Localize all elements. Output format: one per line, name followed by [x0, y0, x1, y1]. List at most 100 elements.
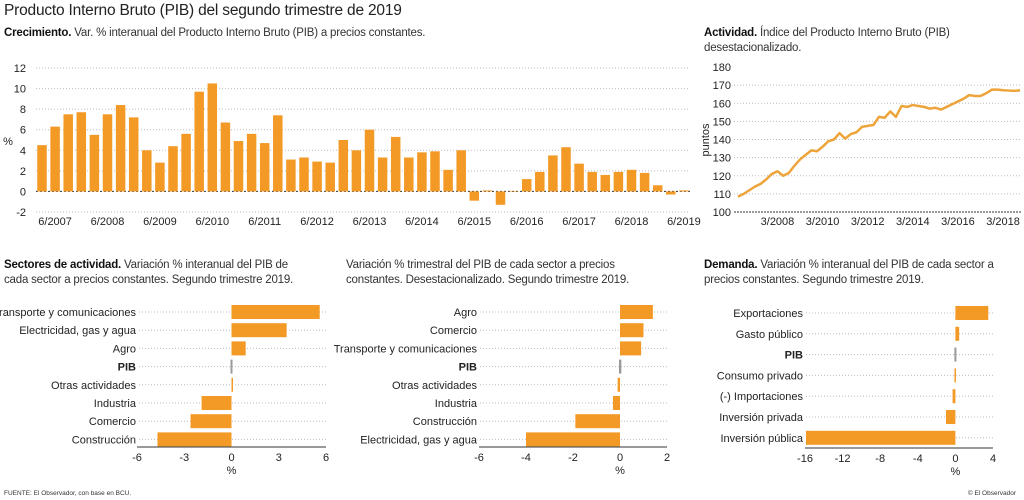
bar [286, 159, 296, 192]
x-tick-label: 6/2015 [457, 216, 491, 228]
bar [666, 191, 676, 195]
x-tick-label: 6/2016 [510, 216, 544, 228]
index-line [737, 88, 1021, 198]
bar [587, 171, 597, 192]
y-tick-label: 12 [14, 63, 26, 75]
x-tick-label: 6/2010 [195, 216, 229, 228]
category-label: Otras actividades [51, 380, 136, 392]
category-label: Electricidad, gas y agua [360, 434, 478, 446]
y-tick-label: 160 [713, 98, 731, 110]
source-note: FUENTE: El Observador, con base en BCU. [4, 490, 132, 497]
category-label: PIB [459, 362, 477, 374]
bar [805, 430, 956, 445]
bar [390, 136, 401, 192]
bar [207, 83, 218, 192]
category-label: Gasto público [736, 329, 803, 341]
bar [955, 326, 960, 341]
bar [946, 410, 956, 424]
y-tick-label: 110 [713, 189, 731, 201]
y-tick-label: 0 [20, 186, 26, 198]
y-tick-label: 170 [713, 80, 731, 92]
x-tick-label: 0 [617, 452, 623, 464]
category-label: Inversión privada [719, 412, 804, 424]
y-tick-label: 100 [713, 207, 731, 219]
bar [548, 155, 558, 192]
x-tick-label: 0 [952, 453, 958, 465]
x-tick-label: 4 [990, 453, 996, 465]
y-tick-label: 130 [713, 153, 731, 165]
y-tick-label: 2 [20, 166, 26, 178]
x-tick-label: 6/2007 [38, 216, 72, 228]
x-tick-label: -4 [913, 453, 923, 465]
x-tick-label: 6/2017 [562, 216, 596, 228]
bar [469, 191, 480, 201]
x-tick-label: 6 [323, 452, 329, 464]
x-tick-label: 6/2011 [248, 216, 281, 228]
sectors-subtitle: Sectores de actividad. Variación % inter… [4, 258, 314, 288]
bar [521, 179, 532, 192]
x-tick-label: 3/2016 [941, 216, 975, 228]
x-tick-label: -8 [875, 453, 885, 465]
bar [231, 305, 320, 319]
x-tick-label: 6/2013 [353, 216, 387, 228]
category-label: (-) Importaciones [720, 391, 804, 403]
bar [619, 359, 622, 374]
bar [231, 341, 246, 356]
bar [325, 162, 335, 192]
category-label: Construcción [72, 434, 136, 446]
x-tick-label: 6/2008 [91, 216, 125, 228]
x-tick-label: 0 [228, 452, 234, 464]
y-tick-label: -2 [16, 207, 26, 219]
quarterly-subtitle: Variación % trimestral del PIB de cada s… [346, 258, 646, 288]
bar [231, 377, 233, 392]
bar [952, 389, 956, 404]
y-tick-label: 10 [14, 84, 26, 96]
category-label: Electricidad, gas y agua [19, 325, 137, 337]
x-tick-label: -2 [568, 452, 578, 464]
x-tick-label: -6 [474, 452, 484, 464]
y-tick-label: 120 [713, 171, 731, 183]
demand-subtitle: Demanda. Variación % interanual del PIB … [704, 258, 1014, 288]
bar [142, 150, 152, 192]
y-tick-label: 8 [20, 104, 26, 116]
x-tick-label: 6/2018 [615, 216, 649, 228]
bar [561, 147, 571, 192]
y-axis-label: puntos [700, 123, 712, 157]
bar [201, 396, 232, 410]
bar [220, 122, 231, 192]
bar [181, 133, 191, 192]
bar [613, 171, 624, 192]
category-label: Comercio [430, 325, 477, 337]
growth-subtitle-bold: Crecimiento. [4, 27, 72, 39]
growth-subtitle: Crecimiento. Var. % interanual del Produ… [4, 26, 684, 41]
bar [230, 359, 233, 374]
category-label: Agro [113, 343, 136, 355]
bar [626, 169, 637, 192]
category-label: Comercio [89, 416, 136, 428]
y-tick-label: 6 [20, 125, 26, 137]
bar [417, 152, 427, 192]
bar [620, 323, 644, 338]
x-tick-label: 6/2014 [405, 216, 439, 228]
activity-subtitle-text: Índice del Producto Interno Bruto (PIB) … [704, 27, 950, 54]
x-tick-label: -16 [797, 453, 813, 465]
bar [652, 185, 663, 192]
x-tick-label: 3/2012 [851, 216, 885, 228]
bar [620, 305, 653, 319]
bar [526, 432, 620, 447]
x-tick-label: 2 [664, 452, 670, 464]
category-label: Industria [435, 398, 478, 410]
bar [128, 117, 139, 192]
page-title: Producto Interno Bruto (PIB) del segundo… [4, 2, 402, 19]
bar [364, 129, 375, 192]
category-label: Industria [94, 398, 137, 410]
x-tick-label: 3/2014 [896, 216, 930, 228]
demand-subtitle-bold: Demanda. [704, 259, 758, 271]
bar [63, 114, 73, 192]
bar [430, 151, 440, 192]
bar [612, 396, 620, 410]
bar [115, 105, 126, 192]
bar [617, 377, 620, 392]
bar [246, 133, 257, 192]
